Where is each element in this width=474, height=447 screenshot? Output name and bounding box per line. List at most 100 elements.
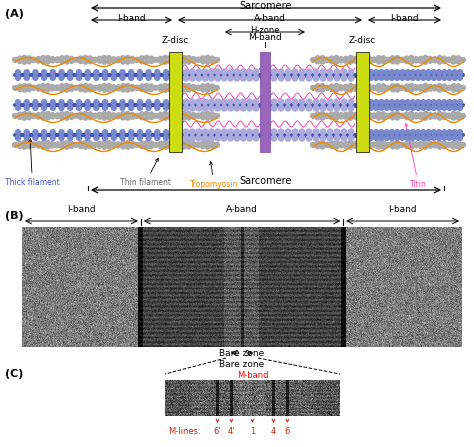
Circle shape	[447, 143, 451, 148]
Circle shape	[452, 70, 457, 75]
Circle shape	[55, 58, 59, 63]
Circle shape	[325, 142, 329, 147]
Circle shape	[102, 135, 108, 140]
Circle shape	[400, 85, 404, 89]
Circle shape	[367, 141, 372, 145]
Circle shape	[158, 115, 163, 119]
Circle shape	[447, 100, 452, 105]
Circle shape	[395, 84, 400, 88]
Circle shape	[22, 140, 27, 145]
Circle shape	[379, 70, 384, 75]
Circle shape	[325, 57, 329, 62]
Circle shape	[228, 135, 233, 141]
Circle shape	[437, 70, 442, 75]
Circle shape	[215, 58, 219, 62]
Circle shape	[27, 115, 31, 120]
Circle shape	[27, 56, 31, 60]
Circle shape	[85, 105, 90, 110]
Circle shape	[311, 114, 315, 118]
Circle shape	[395, 135, 400, 140]
Circle shape	[74, 58, 78, 62]
Circle shape	[400, 57, 404, 62]
Circle shape	[313, 105, 319, 111]
Circle shape	[97, 84, 102, 89]
Circle shape	[327, 76, 333, 81]
Circle shape	[111, 86, 116, 91]
Circle shape	[451, 84, 456, 88]
Text: I-band: I-band	[390, 14, 419, 23]
Circle shape	[391, 115, 395, 120]
Circle shape	[253, 99, 259, 105]
Circle shape	[92, 114, 97, 118]
Circle shape	[325, 86, 329, 90]
Circle shape	[362, 55, 367, 60]
Circle shape	[376, 84, 381, 88]
Circle shape	[414, 114, 419, 119]
Circle shape	[18, 112, 22, 117]
Circle shape	[111, 75, 116, 80]
Circle shape	[102, 145, 107, 149]
Circle shape	[187, 88, 191, 92]
Circle shape	[456, 115, 461, 120]
Circle shape	[374, 100, 379, 105]
Circle shape	[253, 135, 259, 141]
Circle shape	[107, 116, 111, 120]
Circle shape	[111, 142, 116, 146]
Circle shape	[316, 141, 320, 145]
Circle shape	[97, 115, 102, 119]
Circle shape	[381, 112, 385, 116]
Circle shape	[461, 85, 465, 90]
Circle shape	[201, 141, 205, 145]
Circle shape	[187, 140, 191, 145]
Circle shape	[339, 85, 343, 89]
Circle shape	[149, 59, 154, 63]
Circle shape	[79, 112, 83, 116]
Circle shape	[325, 113, 329, 118]
Circle shape	[419, 112, 423, 117]
Circle shape	[316, 144, 320, 149]
Circle shape	[421, 70, 426, 75]
Circle shape	[372, 85, 376, 89]
Circle shape	[83, 60, 88, 64]
Circle shape	[292, 129, 298, 135]
Circle shape	[334, 69, 340, 75]
Circle shape	[102, 70, 108, 75]
Circle shape	[451, 112, 456, 116]
Circle shape	[50, 143, 55, 148]
Circle shape	[50, 59, 55, 63]
Circle shape	[163, 88, 167, 92]
Circle shape	[381, 59, 385, 64]
Circle shape	[102, 116, 107, 120]
Circle shape	[423, 140, 428, 145]
Circle shape	[438, 116, 442, 120]
Circle shape	[196, 76, 201, 81]
Text: I-band: I-band	[388, 205, 417, 214]
Circle shape	[94, 135, 99, 140]
Circle shape	[234, 129, 240, 135]
Circle shape	[234, 105, 240, 111]
Circle shape	[50, 70, 55, 75]
Circle shape	[374, 105, 379, 110]
Circle shape	[74, 114, 78, 118]
Circle shape	[182, 112, 186, 116]
Circle shape	[240, 69, 246, 75]
Circle shape	[348, 84, 353, 88]
Circle shape	[120, 70, 125, 75]
Circle shape	[419, 87, 423, 91]
Circle shape	[116, 143, 120, 148]
Circle shape	[456, 56, 461, 60]
Circle shape	[140, 115, 144, 120]
Circle shape	[419, 141, 423, 146]
Circle shape	[68, 135, 73, 140]
Circle shape	[22, 145, 27, 149]
Circle shape	[358, 85, 362, 89]
Circle shape	[292, 69, 298, 75]
Circle shape	[102, 84, 107, 88]
Circle shape	[437, 105, 442, 110]
Circle shape	[145, 88, 149, 92]
Circle shape	[36, 113, 41, 117]
Circle shape	[313, 129, 319, 135]
Circle shape	[374, 75, 379, 80]
Circle shape	[253, 69, 259, 75]
Circle shape	[339, 142, 343, 146]
